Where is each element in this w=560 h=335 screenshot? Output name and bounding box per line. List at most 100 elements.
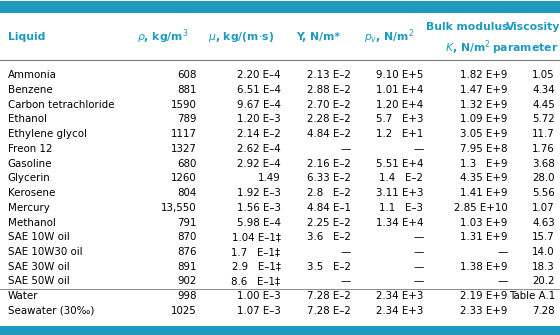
- Text: 5.51 E+4: 5.51 E+4: [376, 158, 423, 169]
- Text: 6.33 E–2: 6.33 E–2: [307, 173, 351, 183]
- Text: 1.92 E–3: 1.92 E–3: [237, 188, 281, 198]
- Text: —: —: [340, 276, 351, 286]
- Text: —: —: [340, 144, 351, 154]
- Text: 2.14 E–2: 2.14 E–2: [237, 129, 281, 139]
- Text: 891: 891: [177, 262, 197, 272]
- Text: —: —: [413, 276, 423, 286]
- Text: 3.11 E+3: 3.11 E+3: [376, 188, 423, 198]
- Text: 2.88 E–2: 2.88 E–2: [307, 85, 351, 95]
- Text: 2.33 E+9: 2.33 E+9: [460, 306, 507, 316]
- Text: 1.34 E+4: 1.34 E+4: [376, 217, 423, 227]
- Text: Ethylene glycol: Ethylene glycol: [8, 129, 87, 139]
- Text: 2.19 E+9: 2.19 E+9: [460, 291, 507, 301]
- Text: —: —: [413, 232, 423, 242]
- Text: 998: 998: [177, 291, 197, 301]
- Text: —: —: [413, 262, 423, 272]
- Text: 2.62 E–4: 2.62 E–4: [237, 144, 281, 154]
- Text: 20.2: 20.2: [533, 276, 555, 286]
- Text: $K$, N/m$^2$: $K$, N/m$^2$: [445, 38, 491, 57]
- Text: —: —: [413, 247, 423, 257]
- Text: 1327: 1327: [171, 144, 197, 154]
- Text: 5.98 E–4: 5.98 E–4: [236, 217, 281, 227]
- Text: $p_v$, N/m$^2$: $p_v$, N/m$^2$: [364, 28, 414, 47]
- Text: 11.7: 11.7: [532, 129, 555, 139]
- Text: 1.00 E–3: 1.00 E–3: [237, 291, 281, 301]
- Text: 9.10 E+5: 9.10 E+5: [376, 70, 423, 80]
- Text: 15.7: 15.7: [532, 232, 555, 242]
- Text: Seawater (30‰): Seawater (30‰): [8, 306, 94, 316]
- Text: SAE 10W30 oil: SAE 10W30 oil: [8, 247, 82, 257]
- Text: Ethanol: Ethanol: [8, 115, 46, 125]
- Text: 1260: 1260: [171, 173, 197, 183]
- Text: 1.20 E+4: 1.20 E+4: [376, 100, 423, 110]
- Text: SAE 50W oil: SAE 50W oil: [8, 276, 69, 286]
- Text: 18.3: 18.3: [532, 262, 555, 272]
- Text: 1.3   E+9: 1.3 E+9: [460, 158, 507, 169]
- Text: 13,550: 13,550: [161, 203, 197, 213]
- Text: parameter $C$†: parameter $C$†: [492, 41, 560, 55]
- Text: —: —: [497, 276, 507, 286]
- Text: 789: 789: [177, 115, 197, 125]
- Text: 1.38 E+9: 1.38 E+9: [460, 262, 507, 272]
- Text: Bulk modulus: Bulk modulus: [426, 22, 509, 32]
- Text: Liquid: Liquid: [8, 32, 45, 42]
- Text: SAE 10W oil: SAE 10W oil: [8, 232, 69, 242]
- Text: 1.2   E+1: 1.2 E+1: [376, 129, 423, 139]
- Text: Freon 12: Freon 12: [8, 144, 52, 154]
- Text: 2.28 E–2: 2.28 E–2: [307, 115, 351, 125]
- Text: 1.01 E+4: 1.01 E+4: [376, 85, 423, 95]
- Text: —: —: [497, 247, 507, 257]
- Text: 2.70 E–2: 2.70 E–2: [307, 100, 351, 110]
- Text: 2.13 E–2: 2.13 E–2: [307, 70, 351, 80]
- Text: 3.68: 3.68: [532, 158, 555, 169]
- Text: 8.6   E–1‡: 8.6 E–1‡: [231, 276, 281, 286]
- Text: 1.09 E+9: 1.09 E+9: [460, 115, 507, 125]
- Text: 4.63: 4.63: [532, 217, 555, 227]
- Text: 2.92 E–4: 2.92 E–4: [237, 158, 281, 169]
- Text: 2.34 E+3: 2.34 E+3: [376, 306, 423, 316]
- Text: Carbon tetrachloride: Carbon tetrachloride: [8, 100, 114, 110]
- Text: 3.6   E–2: 3.6 E–2: [307, 232, 351, 242]
- Text: 1.82 E+9: 1.82 E+9: [460, 70, 507, 80]
- Text: 804: 804: [177, 188, 197, 198]
- Text: 1.1   E–3: 1.1 E–3: [379, 203, 423, 213]
- Text: Kerosene: Kerosene: [8, 188, 55, 198]
- Text: 791: 791: [177, 217, 197, 227]
- Text: 1590: 1590: [171, 100, 197, 110]
- Text: Gasoline: Gasoline: [8, 158, 52, 169]
- Text: 1.49: 1.49: [258, 173, 281, 183]
- Text: Ammonia: Ammonia: [8, 70, 57, 80]
- Text: 5.56: 5.56: [532, 188, 555, 198]
- Text: 4.84 E–2: 4.84 E–2: [307, 129, 351, 139]
- Text: 1.7   E–1‡: 1.7 E–1‡: [231, 247, 281, 257]
- Text: Table A.1: Table A.1: [508, 291, 555, 301]
- Text: 28.0: 28.0: [533, 173, 555, 183]
- Text: 5.72: 5.72: [533, 115, 555, 125]
- Text: Benzene: Benzene: [8, 85, 53, 95]
- Text: 608: 608: [177, 70, 197, 80]
- Text: 1.56 E–3: 1.56 E–3: [236, 203, 281, 213]
- Text: 5.7   E+3: 5.7 E+3: [376, 115, 423, 125]
- Text: 7.28 E–2: 7.28 E–2: [307, 306, 351, 316]
- Text: 1.31 E+9: 1.31 E+9: [460, 232, 507, 242]
- Text: Water: Water: [8, 291, 38, 301]
- Text: Y, N/m*: Y, N/m*: [296, 32, 340, 42]
- Text: 9.67 E–4: 9.67 E–4: [236, 100, 281, 110]
- Text: 1.41 E+9: 1.41 E+9: [460, 188, 507, 198]
- Text: 1025: 1025: [171, 306, 197, 316]
- Text: 6.51 E–4: 6.51 E–4: [236, 85, 281, 95]
- Text: 1117: 1117: [171, 129, 197, 139]
- Text: Viscosity: Viscosity: [506, 22, 560, 32]
- Text: 1.4   E–2: 1.4 E–2: [380, 173, 423, 183]
- Text: 1.47 E+9: 1.47 E+9: [460, 85, 507, 95]
- Text: Glycerin: Glycerin: [8, 173, 50, 183]
- Text: 4.45: 4.45: [532, 100, 555, 110]
- Text: 3.05 E+9: 3.05 E+9: [460, 129, 507, 139]
- Text: 2.85 E+10: 2.85 E+10: [454, 203, 507, 213]
- Text: 1.05: 1.05: [533, 70, 555, 80]
- Text: 1.76: 1.76: [532, 144, 555, 154]
- Text: 7.28: 7.28: [533, 306, 555, 316]
- Text: 1.07: 1.07: [533, 203, 555, 213]
- Text: 7.95 E+8: 7.95 E+8: [460, 144, 507, 154]
- Text: SAE 30W oil: SAE 30W oil: [8, 262, 69, 272]
